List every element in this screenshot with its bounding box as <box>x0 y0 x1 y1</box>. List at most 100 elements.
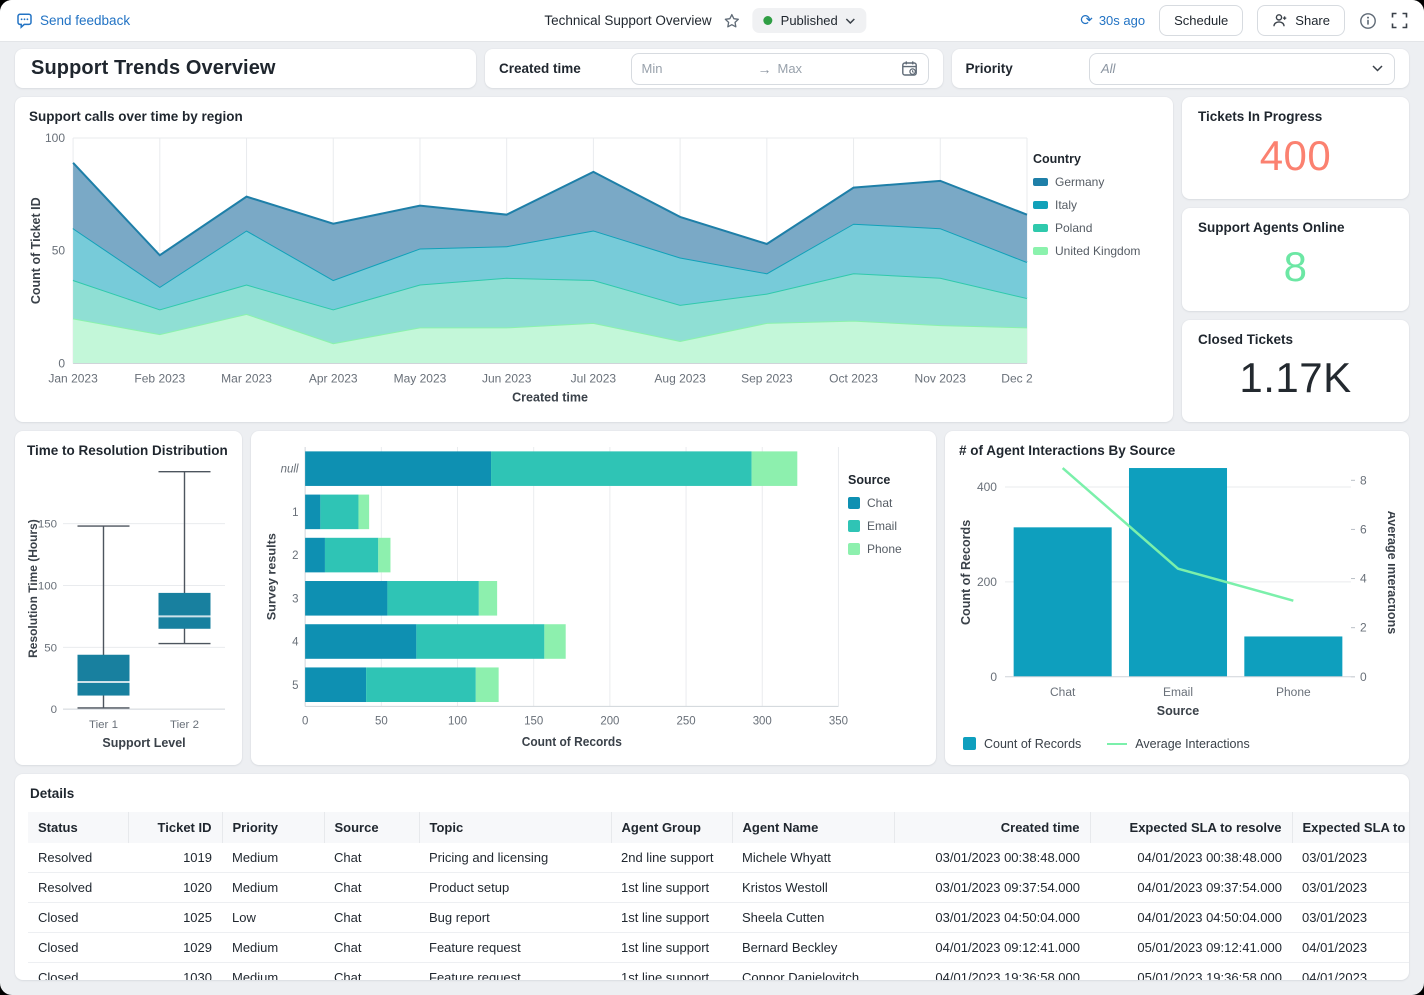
legend-swatch <box>1033 178 1048 186</box>
svg-text:50: 50 <box>52 244 66 258</box>
published-status-dropdown[interactable]: Published <box>753 8 867 33</box>
favorite-star-icon[interactable] <box>724 13 741 29</box>
details-title: Details <box>30 786 1409 801</box>
table-cell: Chat <box>324 902 419 932</box>
column-header[interactable]: Source <box>324 812 419 843</box>
boxplot-chart[interactable]: 050100150Tier 1Tier 2Support LevelResolu… <box>27 460 230 759</box>
table-cell: 03/01/2023 <box>1292 902 1409 932</box>
table-cell: 1030 <box>128 962 222 980</box>
legend-item[interactable]: Phone <box>848 542 926 556</box>
send-feedback-link[interactable]: Send feedback <box>16 13 130 29</box>
column-header[interactable]: Priority <box>222 812 324 843</box>
column-header[interactable]: Created time <box>894 812 1090 843</box>
survey-bars-card: 050100150200250300350null12345Count of R… <box>251 431 936 765</box>
created-time-min-input[interactable] <box>642 61 752 76</box>
table-cell: 1029 <box>128 932 222 962</box>
svg-text:250: 250 <box>677 713 697 727</box>
share-label: Share <box>1295 13 1330 28</box>
created-time-max-input[interactable] <box>778 61 888 76</box>
kpi-tickets-in-progress: Tickets In Progress 400 <box>1182 97 1409 199</box>
legend-item[interactable]: Germany <box>1033 175 1159 189</box>
range-arrow-icon: → <box>758 61 772 77</box>
svg-text:4: 4 <box>1360 571 1367 585</box>
column-header[interactable]: Agent Group <box>611 812 732 843</box>
table-header-row: StatusTicket IDPrioritySourceTopicAgent … <box>28 812 1409 843</box>
legend-label: Average Interactions <box>1135 737 1249 751</box>
svg-text:Dec 2023: Dec 2023 <box>1001 372 1033 386</box>
table-cell: 1019 <box>128 843 222 873</box>
priority-select[interactable]: All <box>1089 53 1395 85</box>
kpi-label: Tickets In Progress <box>1198 109 1393 124</box>
table-cell: 03/01/2023 <box>1292 843 1409 873</box>
svg-text:Jan 2023: Jan 2023 <box>48 372 98 386</box>
column-header[interactable]: Status <box>28 812 128 843</box>
column-header[interactable]: Topic <box>419 812 611 843</box>
column-header[interactable]: Expected SLA to fir <box>1292 812 1409 843</box>
schedule-button[interactable]: Schedule <box>1159 5 1243 36</box>
svg-text:May 2023: May 2023 <box>394 372 447 386</box>
refreshed-ago-label: 30s ago <box>1099 13 1145 28</box>
kpi-value: 8 <box>1198 235 1393 298</box>
table-cell: Chat <box>324 932 419 962</box>
legend-swatch <box>848 543 860 555</box>
area-chart[interactable]: 050100Jan 2023Feb 2023Mar 2023Apr 2023Ma… <box>29 128 1033 414</box>
combo-chart-title: # of Agent Interactions By Source <box>959 443 1395 458</box>
page-title: Support Trends Overview <box>31 57 276 80</box>
info-button[interactable] <box>1359 12 1377 30</box>
legend-item[interactable]: Poland <box>1033 221 1159 235</box>
kpi-value: 400 <box>1198 124 1393 187</box>
priority-filter-label: Priority <box>966 61 1013 76</box>
area-chart-card: Support calls over time by region 050100… <box>15 97 1173 422</box>
kpi-value: 1.17K <box>1198 347 1393 410</box>
share-button[interactable]: Share <box>1257 5 1345 36</box>
refresh-button[interactable]: ⟳ 30s ago <box>1080 13 1145 28</box>
table-cell: Chat <box>324 872 419 902</box>
legend-item[interactable]: Chat <box>848 496 926 510</box>
column-header[interactable]: Ticket ID <box>128 812 222 843</box>
table-row[interactable]: Resolved1019MediumChatPricing and licens… <box>28 843 1409 873</box>
table-cell: Connor Danielovitch <box>732 962 894 980</box>
table-cell: Chat <box>324 962 419 980</box>
legend-title: Source <box>848 473 926 487</box>
svg-text:350: 350 <box>829 713 848 727</box>
legend-swatch <box>963 737 976 750</box>
legend-item[interactable]: Average Interactions <box>1107 737 1249 751</box>
svg-text:Oct 2023: Oct 2023 <box>829 372 878 386</box>
svg-text:3: 3 <box>292 591 299 605</box>
legend-item[interactable]: Italy <box>1033 198 1159 212</box>
svg-text:Jul 2023: Jul 2023 <box>571 372 617 386</box>
column-header[interactable]: Agent Name <box>732 812 894 843</box>
table-row[interactable]: Resolved1020MediumChatProduct setup1st l… <box>28 872 1409 902</box>
published-label: Published <box>781 13 838 28</box>
table-cell: Medium <box>222 872 324 902</box>
schedule-label: Schedule <box>1174 13 1228 28</box>
legend-item[interactable]: Email <box>848 519 926 533</box>
legend-label: Italy <box>1055 198 1077 212</box>
legend-title: Country <box>1033 152 1159 166</box>
svg-text:Aug 2023: Aug 2023 <box>654 372 706 386</box>
svg-text:Sep 2023: Sep 2023 <box>741 372 793 386</box>
table-cell: Pricing and licensing <box>419 843 611 873</box>
table-row[interactable]: Closed1029MediumChatFeature request1st l… <box>28 932 1409 962</box>
table-cell: 04/01/2023 09:37:54.000 <box>1090 872 1292 902</box>
dashboard-title-group: Technical Support Overview Published <box>544 8 866 33</box>
calendar-icon[interactable] <box>901 60 918 77</box>
svg-text:Count of Ticket ID: Count of Ticket ID <box>29 197 43 304</box>
combo-chart[interactable]: 020040002468ChatEmailPhoneSourceCount of… <box>959 460 1395 733</box>
svg-text:2: 2 <box>292 548 298 562</box>
created-time-range-input[interactable]: → <box>631 53 929 85</box>
table-row[interactable]: Closed1025LowChatBug report1st line supp… <box>28 902 1409 932</box>
svg-text:Phone: Phone <box>1276 685 1311 699</box>
svg-text:Count of Records: Count of Records <box>959 520 973 625</box>
svg-text:null: null <box>281 461 299 475</box>
svg-text:150: 150 <box>524 713 544 727</box>
table-row[interactable]: Closed1030MediumChatFeature request1st l… <box>28 962 1409 980</box>
table-cell: Resolved <box>28 843 128 873</box>
legend-item[interactable]: Count of Records <box>963 737 1081 751</box>
table-cell: Resolved <box>28 872 128 902</box>
fullscreen-button[interactable] <box>1391 12 1408 29</box>
survey-bars-chart[interactable]: 050100150200250300350null12345Count of R… <box>265 443 848 759</box>
column-header[interactable]: Expected SLA to resolve <box>1090 812 1292 843</box>
legend-item[interactable]: United Kingdom <box>1033 244 1159 258</box>
kpi-label: Support Agents Online <box>1198 220 1393 235</box>
